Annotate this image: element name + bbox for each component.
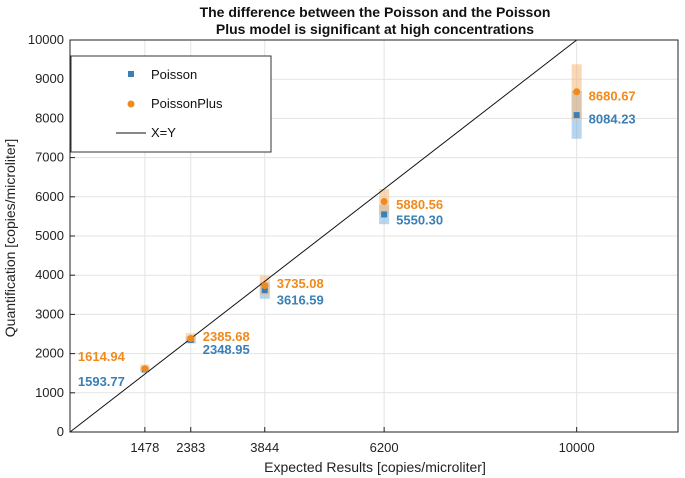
x-tick-label: 1478 [130, 440, 159, 455]
data-point-poissonplus [573, 88, 581, 96]
chart-title-line-2: Plus model is significant at high concen… [216, 21, 534, 37]
x-tick-label: 6200 [370, 440, 399, 455]
legend-label-reference: X=Y [151, 125, 176, 140]
y-tick-label: 10000 [28, 32, 64, 47]
x-tick-label: 2383 [176, 440, 205, 455]
data-point-poisson [261, 287, 268, 294]
data-point-poisson [381, 211, 388, 218]
data-label-poissonplus: 1614.94 [78, 349, 126, 364]
data-point-poissonplus [141, 365, 149, 373]
axis-ticks: 0 1000 2000 3000 4000 5000 6000 7000 8000 9000 100… [28, 32, 595, 455]
y-axis-label: Quantification [copies/microliter] [2, 139, 18, 337]
reference-line [69, 39, 577, 433]
data-point-poissonplus [187, 334, 195, 342]
y-tick-label: 7000 [35, 150, 64, 165]
data-point-poissonplus [261, 282, 269, 290]
data-label-poisson: 8084.23 [589, 111, 636, 126]
data-label-poisson: 5550.30 [396, 213, 443, 228]
data-points [141, 88, 581, 373]
legend-label-poisson: Poisson [151, 67, 197, 82]
y-tick-label: 9000 [35, 71, 64, 86]
data-label-poisson: 2348.95 [203, 342, 250, 357]
y-tick-label: 8000 [35, 110, 64, 125]
y-tick-label: 3000 [35, 306, 64, 321]
reference-line-group [69, 39, 577, 433]
legend-label-poissonplus: PoissonPlus [151, 96, 223, 111]
data-point-poissonplus [380, 197, 388, 205]
y-tick-label: 5000 [35, 228, 64, 243]
x-axis-label: Expected Results [copies/microliter] [264, 459, 486, 475]
data-label-poissonplus: 5880.56 [396, 197, 443, 212]
data-label-poissonplus: 8680.67 [589, 88, 636, 103]
chart-title-line-1: The difference between the Poisson and t… [200, 4, 551, 20]
y-tick-label: 4000 [35, 267, 64, 282]
data-label-poissonplus: 2385.68 [203, 329, 250, 344]
data-point-poisson [573, 112, 580, 119]
x-tick-label: 10000 [559, 440, 595, 455]
y-tick-label: 1000 [35, 385, 64, 400]
legend-box [70, 55, 272, 153]
data-label-poisson: 3616.59 [277, 293, 324, 308]
y-tick-label: 2000 [35, 346, 64, 361]
data-label-poisson: 1593.77 [78, 374, 125, 389]
data-label-poissonplus: 3735.08 [277, 276, 324, 291]
data-labels: 1593.77 2348.95 3616.59 5550.30 8084.23 1614.… [78, 88, 636, 389]
x-tick-label: 3844 [250, 440, 279, 455]
legend: Poisson PoissonPlus X=Y [70, 55, 272, 153]
y-tick-label: 0 [57, 424, 64, 439]
y-tick-label: 6000 [35, 189, 64, 204]
legend-marker-poissonplus [127, 100, 135, 108]
legend-marker-poisson [128, 71, 134, 77]
